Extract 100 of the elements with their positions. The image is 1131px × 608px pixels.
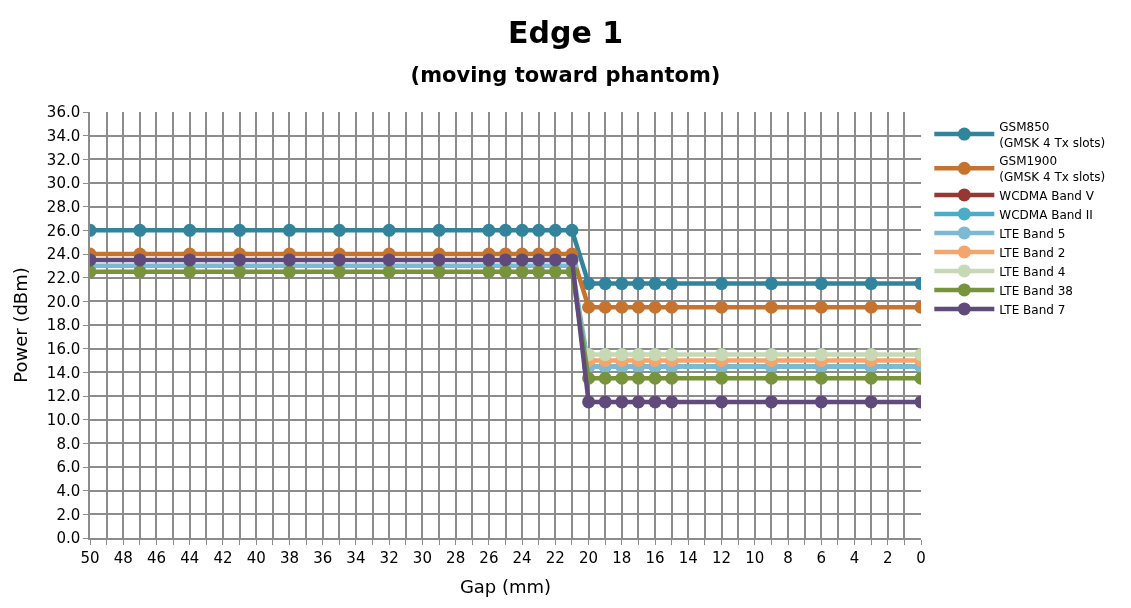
point [233, 223, 247, 237]
x-tick-label: 34 [346, 548, 366, 567]
point [665, 395, 679, 409]
point [499, 253, 512, 267]
point [432, 223, 446, 237]
point [233, 265, 247, 279]
x-tick-label: 40 [246, 548, 266, 567]
point [665, 348, 679, 362]
point [715, 300, 729, 314]
point [715, 277, 729, 291]
point [814, 277, 828, 291]
y-tick-label: 6.0 [56, 458, 81, 477]
point [648, 300, 662, 314]
point [764, 395, 778, 409]
point [615, 395, 629, 409]
point [615, 348, 629, 362]
y-tick-label: 36.0 [46, 103, 81, 122]
x-tick-label: 32 [379, 548, 399, 567]
y-tick-label: 32.0 [46, 150, 81, 169]
legend-label: LTE Band 38 [999, 283, 1073, 298]
point [482, 265, 496, 279]
y-tick-label: 2.0 [56, 505, 81, 524]
chart-subtitle: (moving toward phantom) [410, 62, 721, 87]
point [648, 395, 662, 409]
y-tick-label: 30.0 [46, 174, 81, 193]
point [565, 253, 579, 267]
point [631, 300, 645, 314]
x-tick-label: 44 [180, 548, 200, 567]
point [133, 265, 147, 279]
point [648, 348, 662, 362]
point [548, 265, 562, 279]
point [598, 395, 612, 409]
point [864, 395, 878, 409]
point [183, 265, 197, 279]
x-tick-label: 46 [146, 548, 167, 567]
point [382, 253, 396, 267]
chart-title: Edge 1 [507, 14, 624, 50]
legend-label: GSM1900 (GMSK 4 Tx slots) [999, 154, 1106, 184]
x-tick-label: 26 [479, 548, 499, 567]
x-tick-label: 8 [783, 548, 793, 567]
y-tick-label: 16.0 [46, 339, 81, 358]
y-axis-title: Power (dBm) [9, 267, 31, 383]
point [615, 300, 629, 314]
point [382, 265, 396, 279]
point [432, 253, 446, 267]
point [233, 253, 247, 267]
x-tick-label: 48 [113, 548, 133, 567]
point [133, 253, 147, 267]
point [648, 371, 662, 385]
point [582, 300, 596, 314]
y-tick-label: 14.0 [46, 363, 81, 382]
legend-label: WCDMA Band V [999, 188, 1095, 203]
x-tick-label: 6 [816, 548, 827, 567]
point [814, 348, 828, 362]
point [515, 223, 529, 237]
point [715, 371, 729, 385]
point [764, 371, 778, 385]
point [598, 277, 612, 291]
point [499, 223, 512, 237]
point [631, 371, 645, 385]
point [764, 277, 778, 291]
point [332, 253, 346, 267]
point [515, 253, 529, 267]
point [515, 265, 529, 279]
point [565, 223, 579, 237]
y-tick-label: 28.0 [46, 197, 81, 216]
point [332, 265, 346, 279]
point [715, 348, 729, 362]
point [631, 277, 645, 291]
point [432, 265, 446, 279]
point [715, 395, 729, 409]
point [665, 300, 679, 314]
legend-label: LTE Band 7 [999, 302, 1066, 317]
y-tick-label: 12.0 [46, 387, 81, 406]
x-tick-label: 30 [412, 548, 432, 567]
x-tick-label: 4 [849, 548, 860, 567]
y-tick-label: 0.0 [56, 529, 81, 548]
x-tick-label: 2 [882, 548, 893, 567]
point [282, 265, 296, 279]
point [598, 371, 612, 385]
point [482, 253, 496, 267]
x-tick-label: 50 [80, 548, 100, 567]
point [665, 277, 679, 291]
x-tick-label: 10 [745, 548, 765, 567]
point [864, 300, 878, 314]
x-tick-label: 28 [446, 548, 466, 567]
point [864, 348, 878, 362]
y-tick-label: 8.0 [56, 434, 81, 453]
point [631, 395, 645, 409]
point [864, 277, 878, 291]
x-tick-label: 18 [612, 548, 632, 567]
point [183, 253, 197, 267]
x-tick-label: 36 [313, 548, 333, 567]
point [814, 395, 828, 409]
y-tick-label: 10.0 [46, 410, 81, 429]
x-tick-label: 0 [916, 548, 926, 567]
point [814, 300, 828, 314]
point [648, 277, 662, 291]
point [615, 371, 629, 385]
point [548, 223, 562, 237]
